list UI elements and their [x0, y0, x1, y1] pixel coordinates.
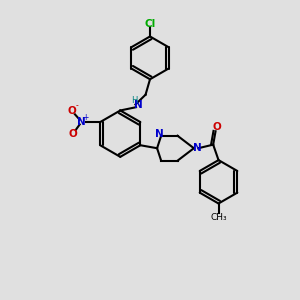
- Text: O: O: [68, 129, 77, 139]
- Text: N: N: [134, 100, 143, 110]
- Text: O: O: [68, 106, 76, 116]
- Text: H: H: [131, 96, 137, 105]
- Text: +: +: [82, 112, 89, 122]
- Text: O: O: [213, 122, 221, 131]
- Text: N: N: [77, 117, 86, 127]
- Text: N: N: [155, 129, 164, 139]
- Text: N: N: [193, 142, 202, 153]
- Text: Cl: Cl: [144, 19, 156, 29]
- Text: CH₃: CH₃: [210, 213, 227, 222]
- Text: -: -: [76, 101, 78, 110]
